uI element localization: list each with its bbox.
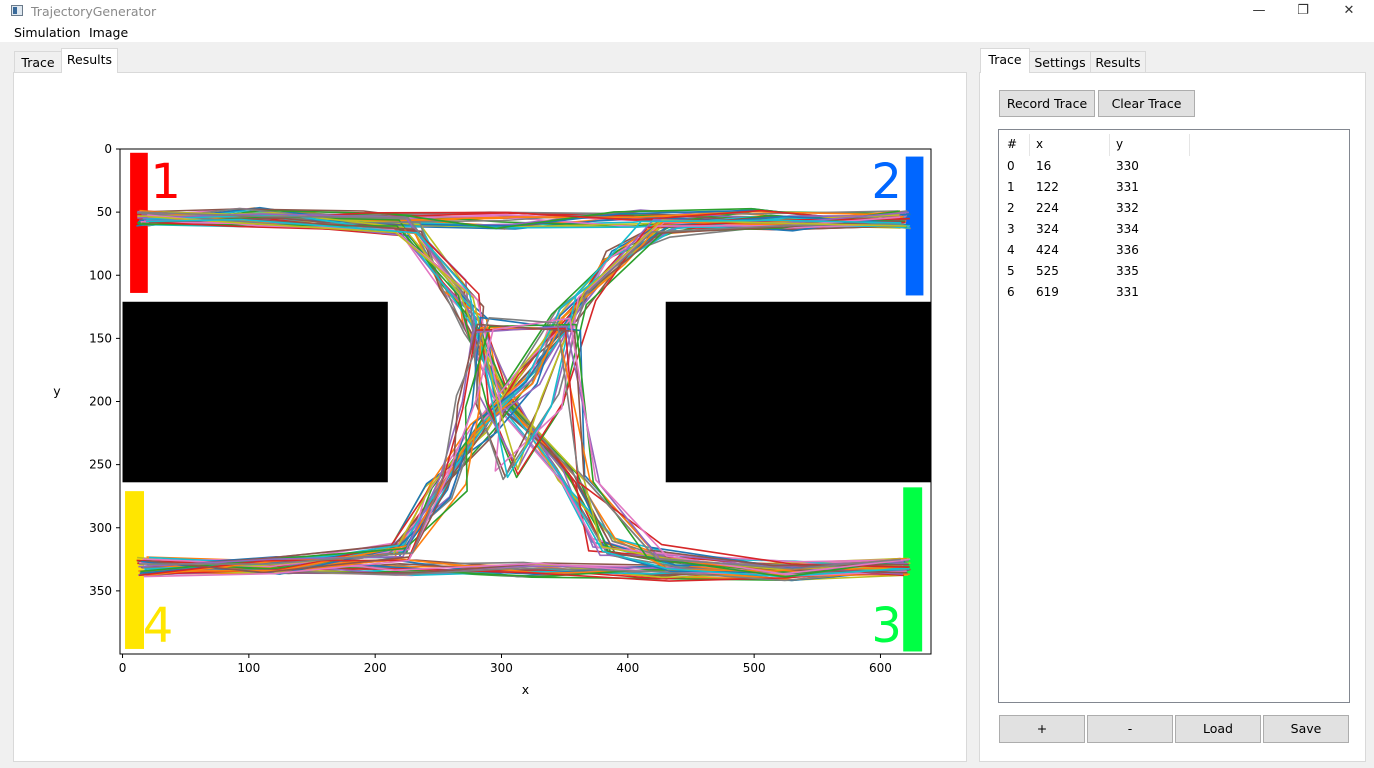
y-tick-label: 350 xyxy=(89,584,112,598)
cell-index: 5 xyxy=(1007,264,1015,278)
left-edge-strip xyxy=(0,42,10,768)
window-title: TrajectoryGenerator xyxy=(31,4,157,19)
cell-y: 331 xyxy=(1116,285,1139,299)
x-tick-label: 0 xyxy=(119,661,127,675)
trajectory-line xyxy=(138,215,904,572)
obstacle-1 xyxy=(665,301,931,483)
close-icon[interactable]: ✕ xyxy=(1343,3,1355,18)
zone-bar-2 xyxy=(905,156,924,296)
cell-index: 6 xyxy=(1007,285,1015,299)
zone-label-3: 3 xyxy=(871,598,902,654)
x-tick-label: 300 xyxy=(490,661,513,675)
save-button[interactable]: Save xyxy=(1263,715,1349,743)
results-panel: 1 2 3 4 0 100 200 300 400 500 600 0 50 100 150 200 250 30… xyxy=(13,72,967,762)
y-axis-label: y xyxy=(53,384,61,399)
x-tick-label: 100 xyxy=(237,661,260,675)
menu-bar: Simulation Image xyxy=(0,22,1374,42)
app-icon xyxy=(11,5,23,16)
cell-x: 525 xyxy=(1036,264,1059,278)
cell-index: 4 xyxy=(1007,243,1015,257)
cell-x: 324 xyxy=(1036,222,1059,236)
y-tick-label: 300 xyxy=(89,521,112,535)
x-tick-label: 200 xyxy=(364,661,387,675)
trajectory-line xyxy=(139,207,899,224)
header-separator xyxy=(1109,134,1110,156)
cell-x: 619 xyxy=(1036,285,1059,299)
clear-trace-button[interactable]: Clear Trace xyxy=(1098,90,1195,117)
cell-y: 330 xyxy=(1116,159,1139,173)
cell-y: 332 xyxy=(1116,201,1139,215)
trace-table[interactable]: # x y 0 16 330 1 122 331 2 224 332 3 324 334 4 424 336… xyxy=(998,129,1350,703)
trajectory-line xyxy=(139,317,901,570)
header-separator xyxy=(1189,134,1190,156)
minimize-icon[interactable]: — xyxy=(1252,3,1266,18)
trajectory-line xyxy=(142,216,906,574)
menu-simulation[interactable]: Simulation xyxy=(14,25,81,40)
x-tick-label: 500 xyxy=(743,661,766,675)
cell-x: 122 xyxy=(1036,180,1059,194)
y-tick-label: 50 xyxy=(97,205,112,219)
menu-image[interactable]: Image xyxy=(89,25,129,40)
zone-label-2: 2 xyxy=(871,154,902,210)
tab-results-left[interactable]: Results xyxy=(61,48,118,73)
y-tick-label: 250 xyxy=(89,458,112,472)
trajectory-plot: 1 2 3 4 0 100 200 300 400 500 600 0 50 100 150 200 250 30… xyxy=(53,142,932,697)
cell-index: 2 xyxy=(1007,201,1015,215)
cell-index: 3 xyxy=(1007,222,1015,236)
trajectory-line xyxy=(145,218,902,479)
trajectory-line xyxy=(140,323,908,578)
cell-x: 424 xyxy=(1036,243,1059,257)
x-tick-label: 400 xyxy=(616,661,639,675)
cell-x: 224 xyxy=(1036,201,1059,215)
y-tick-label: 100 xyxy=(89,268,112,282)
tab-results-right[interactable]: Results xyxy=(1090,51,1146,74)
cell-y: 331 xyxy=(1116,180,1139,194)
x-axis-label: x xyxy=(522,682,529,697)
column-header-x[interactable]: x xyxy=(1036,137,1044,151)
cell-y: 336 xyxy=(1116,243,1139,257)
title-bar: TrajectoryGenerator — ❐ ✕ xyxy=(0,0,1374,22)
load-button[interactable]: Load xyxy=(1175,715,1261,743)
zone-label-1: 1 xyxy=(150,154,181,210)
tab-settings[interactable]: Settings xyxy=(1029,51,1091,74)
column-header-y[interactable]: y xyxy=(1116,137,1124,151)
restore-icon[interactable]: ❐ xyxy=(1297,3,1309,18)
remove-point-button[interactable]: - xyxy=(1087,715,1173,743)
x-tick-label: 600 xyxy=(869,661,892,675)
cell-index: 0 xyxy=(1007,159,1015,173)
tab-trace-left[interactable]: Trace xyxy=(14,51,62,74)
header-separator xyxy=(1029,134,1030,156)
zone-label-4: 4 xyxy=(143,598,174,654)
trajectory-line xyxy=(141,211,904,481)
cell-x: 16 xyxy=(1036,159,1052,173)
obstacle-0 xyxy=(122,301,388,483)
column-header-index[interactable]: # xyxy=(1007,137,1018,151)
cell-y: 334 xyxy=(1116,222,1139,236)
y-tick-label: 200 xyxy=(89,395,112,409)
cell-y: 335 xyxy=(1116,264,1139,278)
add-point-button[interactable]: + xyxy=(999,715,1085,743)
y-tick-label: 0 xyxy=(104,142,112,156)
y-tick-label: 150 xyxy=(89,331,112,345)
tab-trace-right[interactable]: Trace xyxy=(980,48,1030,73)
record-trace-button[interactable]: Record Trace xyxy=(999,90,1095,117)
trajectory-line xyxy=(146,323,910,574)
zone-bar-4 xyxy=(125,491,145,649)
cell-index: 1 xyxy=(1007,180,1015,194)
zone-bar-3 xyxy=(903,487,923,652)
